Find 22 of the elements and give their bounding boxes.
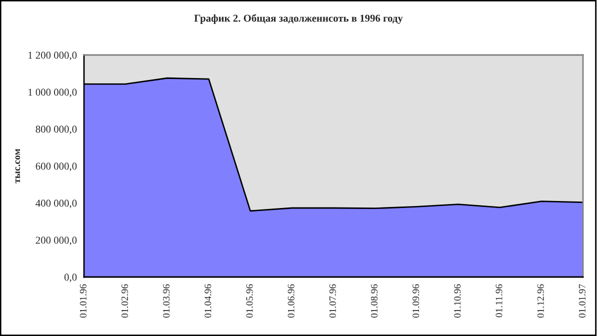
- x-tick-label: 01.09.96: [412, 284, 420, 318]
- y-tick-label: 600 000,0: [36, 162, 77, 172]
- chart-title: График 2. Общая задолженнсоть в 1996 году: [194, 14, 403, 24]
- y-axis-title: тыс.сом: [15, 148, 20, 184]
- y-tick-label: 200 000,0: [36, 236, 77, 246]
- y-tick-label: 1 000 000,0: [28, 88, 77, 98]
- y-tick-label: 1 200 000,0: [28, 52, 77, 60]
- y-tick-label: 400 000,0: [36, 200, 77, 208]
- x-tick-label: 01.07.96: [329, 284, 336, 318]
- y-tick-label: 800 000,0: [36, 126, 77, 134]
- x-tick-label: 01.11.96: [496, 284, 502, 318]
- x-tick-label: 01.06.96: [288, 284, 294, 318]
- x-tick-label: 01.05.96: [246, 284, 253, 318]
- y-tick-label: 0,0: [64, 274, 77, 282]
- x-tick-label: 01.10.96: [454, 284, 461, 318]
- x-tick-label: 01.03.96: [163, 284, 170, 318]
- x-tick-label: 01.01.96: [80, 284, 86, 318]
- x-tick-label: 01.04.96: [204, 284, 212, 318]
- x-tick-label: 01.01.97: [578, 284, 586, 318]
- x-tick-label: 01.08.96: [370, 284, 378, 318]
- x-tick-label: 01.12.96: [537, 284, 544, 318]
- x-tick-label: 01.02.96: [121, 284, 128, 318]
